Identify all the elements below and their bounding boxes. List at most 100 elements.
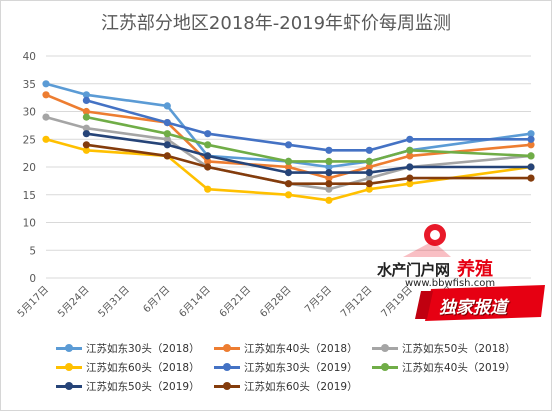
data-point: [325, 157, 333, 165]
data-point: [527, 152, 535, 160]
data-point: [163, 152, 171, 160]
x-tick-label: 5月31日: [96, 284, 132, 320]
data-point: [406, 146, 414, 154]
legend-item: 江苏如东50头（2019）: [56, 378, 214, 394]
data-point: [365, 146, 373, 154]
data-point: [527, 135, 535, 143]
legend-item: 江苏如东60头（2019）: [214, 378, 372, 394]
x-tick-label: 6月21日: [217, 284, 253, 320]
data-point: [163, 130, 171, 138]
data-point: [42, 91, 50, 99]
data-point: [325, 146, 333, 154]
data-point: [527, 163, 535, 171]
data-point: [365, 169, 373, 177]
series-line: [86, 132, 531, 174]
data-point: [365, 163, 373, 171]
chart-legend: 江苏如东30头（2018） 江苏如东40头（2018） 江苏如东50头（2018） 江…: [56, 340, 536, 394]
legend-swatch: [214, 382, 240, 390]
data-point: [365, 180, 373, 188]
watermark-url: www.bbwfish.com: [405, 278, 496, 289]
data-point: [527, 130, 535, 138]
data-point: [42, 135, 50, 143]
data-point: [204, 163, 212, 171]
data-point: [204, 130, 212, 138]
data-point: [284, 180, 293, 188]
data-point: [325, 196, 333, 204]
legend-swatch: [214, 363, 240, 371]
x-tick-label: 7月5日: [302, 284, 334, 316]
watermark-banner: 独家报道: [439, 298, 507, 318]
data-point: [527, 141, 535, 149]
data-point: [406, 152, 414, 160]
legend-item: 江苏如东50头（2018）: [372, 340, 536, 356]
data-point: [163, 102, 171, 110]
y-tick-label: 30: [23, 107, 36, 119]
data-point: [82, 107, 90, 116]
data-point: [325, 169, 333, 177]
chart-title: 江苏部分地区2018年-2019年虾价每周监测: [100, 13, 452, 34]
legend-item: 江苏如东40头（2018）: [214, 340, 372, 356]
legend-item: 江苏如东40头（2019）: [372, 359, 536, 375]
data-point: [406, 174, 414, 182]
watermark-brand: 水产门户网: [377, 261, 450, 279]
data-point: [42, 113, 50, 121]
x-tick-label: 5月17日: [15, 284, 51, 320]
legend-label: 江苏如东30头（2018）: [86, 342, 200, 355]
legend-label: 江苏如东50头（2018）: [402, 342, 516, 355]
data-point: [204, 157, 212, 165]
data-point: [325, 163, 333, 171]
watermark-logo: 水产门户网 养殖 www.bbwfish.com 独家报道: [373, 221, 548, 326]
data-point: [284, 157, 293, 165]
legend-swatch: [372, 344, 398, 352]
data-point: [527, 174, 535, 182]
legend-item: 江苏如东60头（2018）: [56, 359, 214, 375]
data-point: [82, 96, 90, 104]
legend-label: 江苏如东40头（2019）: [402, 361, 516, 374]
legend-label: 江苏如东60头（2019）: [244, 380, 358, 393]
data-point: [163, 135, 171, 143]
legend-item: 江苏如东30头（2018）: [56, 340, 214, 356]
legend-label: 江苏如东30头（2019）: [244, 361, 358, 374]
x-tick-label: 5月24日: [55, 284, 91, 320]
data-point: [82, 146, 90, 154]
legend-swatch: [372, 363, 398, 371]
data-point: [82, 91, 90, 99]
data-point: [284, 169, 293, 177]
data-point: [204, 141, 212, 149]
data-point: [406, 180, 414, 188]
data-point: [406, 135, 414, 143]
y-tick-label: 35: [23, 79, 36, 91]
data-point: [163, 119, 171, 127]
series-line: [86, 143, 531, 185]
watermark-brand-accent: 养殖: [457, 259, 493, 280]
y-tick-label: 0: [29, 273, 36, 285]
y-tick-label: 25: [23, 134, 36, 146]
data-point: [325, 174, 333, 182]
data-point: [82, 113, 90, 121]
data-point: [82, 124, 90, 132]
data-point: [284, 191, 293, 199]
y-tick-label: 5: [29, 245, 36, 257]
x-tick-label: 6月14日: [177, 284, 213, 320]
legend-label: 江苏如东60头（2018）: [86, 361, 200, 374]
legend-swatch: [56, 344, 82, 352]
data-point: [325, 185, 333, 193]
data-point: [284, 163, 293, 171]
data-point: [284, 141, 293, 149]
series-line: [86, 115, 532, 163]
data-point: [204, 152, 212, 160]
data-point: [365, 157, 373, 165]
data-point: [42, 80, 50, 88]
data-point: [82, 141, 90, 149]
data-point: [325, 180, 333, 188]
data-point: [365, 185, 373, 193]
watermark-shape: [403, 224, 545, 321]
y-tick-label: 10: [23, 218, 36, 230]
y-tick-label: 20: [23, 162, 36, 174]
legend-swatch: [56, 363, 82, 371]
data-point: [365, 174, 373, 182]
legend-label: 江苏如东50头（2019）: [86, 380, 200, 393]
legend-label: 江苏如东40头（2018）: [244, 342, 358, 355]
series-line: [45, 82, 532, 169]
